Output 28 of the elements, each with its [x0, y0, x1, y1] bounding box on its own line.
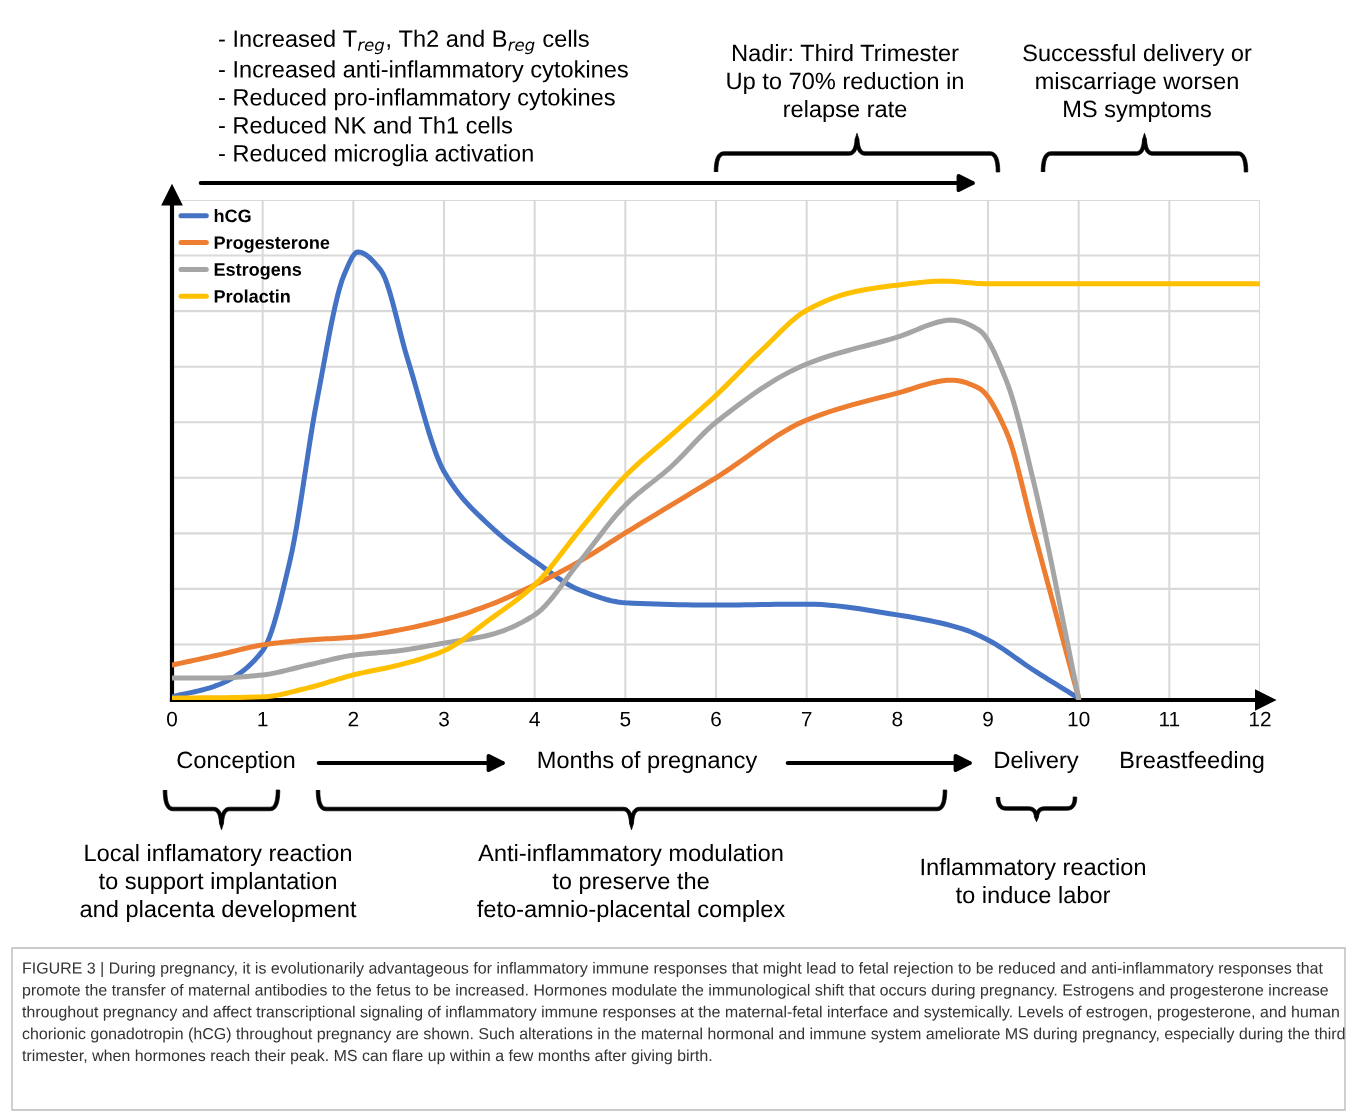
x-tick-label: 9	[983, 711, 993, 727]
text: Nadir: Third Trimester Up to 70% reduction in relapse rate	[727, 44, 963, 122]
caption: FIGURE 3 | During pregnancy, it is evolutionarily advantageous for inflammatory immune responses that might lead to fetal rejection to be reduced and anti-inflammatory responses that promote the transfer of maternal antibodies to the fetus to be increased. Hormones modulate the immunological shift that occurs during pregnancy. Estrogens and progesterone increase throughout pregnancy and affect transcriptional signaling of inflammatory immune responses at the maternal-fetal interface and systemically. Levels of estrogen, progesterone, and human chorionic gonadotropin (hCG) throughout pregnancy are shown. Such alterations in the maternal hormonal and immune system ameliorate MS during pregnancy, especially during the third trimester, when hormones reach their peak. MS can flare up within a few months after giving birth.	[22, 962, 1345, 1065]
x-tick-label: 2	[348, 711, 359, 727]
x-tick-label: 7	[801, 711, 812, 727]
text: Conception	[177, 750, 295, 774]
text: Delivery	[995, 750, 1079, 774]
text: Local inflamatory reaction to support implantation and placenta development	[80, 844, 357, 922]
x-tick-label: 10	[1068, 711, 1090, 727]
legend-label: Prolactin	[214, 289, 290, 303]
text: - Increased T$_{reg}$, Th2 and B$_{reg}$ cells - Increased anti-inflammatory cytokines - Reduced pro-inflammatory cytokines - Reduced NK and Th1 cells - Reduced microglia activation	[219, 29, 628, 167]
text: Inflammatory reaction to induce labor	[921, 858, 1145, 904]
text: Successful delivery or miscarriage worsen MS symptoms	[1023, 44, 1252, 122]
x-tick-label: 6	[711, 711, 721, 727]
text: Anti-inflammatory modulation to preserve the feto-amnio-placental complex	[477, 844, 785, 922]
x-tick-label: 3	[439, 711, 449, 727]
x-tick-label: 0	[167, 711, 177, 727]
x-tick-label: 12	[1250, 711, 1271, 727]
text: Months of pregnancy	[538, 750, 758, 774]
x-tick-label: 11	[1160, 711, 1180, 727]
x-tick-label: 8	[892, 711, 903, 727]
legend-label: Progesterone	[214, 236, 330, 253]
x-tick-label: 5	[620, 711, 631, 727]
x-tick-label: 4	[529, 711, 540, 727]
x-tick-label: 1	[258, 711, 268, 727]
legend-label: hCG	[214, 209, 251, 223]
text: Breastfeeding	[1121, 750, 1264, 774]
legend-label: Estrogens	[214, 263, 302, 280]
